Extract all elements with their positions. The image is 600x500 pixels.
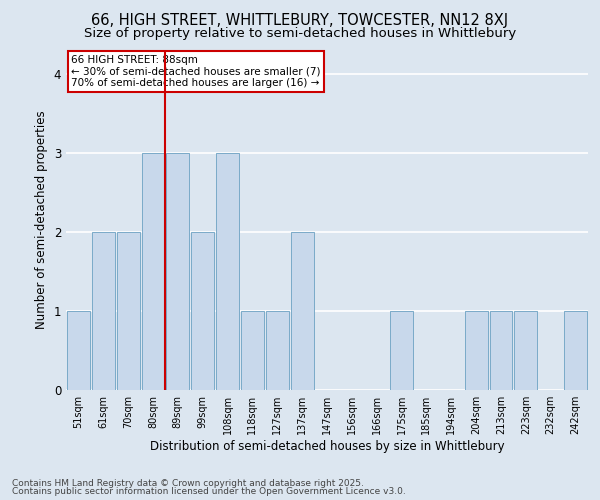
Bar	[390, 311, 413, 390]
Bar	[241, 311, 264, 390]
Y-axis label: Number of semi-detached properties: Number of semi-detached properties	[35, 110, 48, 330]
Bar	[465, 311, 488, 390]
X-axis label: Distribution of semi-detached houses by size in Whittlebury: Distribution of semi-detached houses by …	[149, 440, 505, 453]
Bar	[216, 153, 239, 390]
Text: Contains HM Land Registry data © Crown copyright and database right 2025.: Contains HM Land Registry data © Crown c…	[12, 478, 364, 488]
Bar	[564, 311, 587, 390]
Bar	[117, 232, 140, 390]
Bar	[291, 232, 314, 390]
Bar	[92, 232, 115, 390]
Bar	[142, 153, 164, 390]
Bar	[67, 311, 90, 390]
Text: Size of property relative to semi-detached houses in Whittlebury: Size of property relative to semi-detach…	[84, 28, 516, 40]
Text: 66, HIGH STREET, WHITTLEBURY, TOWCESTER, NN12 8XJ: 66, HIGH STREET, WHITTLEBURY, TOWCESTER,…	[91, 12, 509, 28]
Text: Contains public sector information licensed under the Open Government Licence v3: Contains public sector information licen…	[12, 487, 406, 496]
Bar	[191, 232, 214, 390]
Text: 66 HIGH STREET: 88sqm
← 30% of semi-detached houses are smaller (7)
70% of semi-: 66 HIGH STREET: 88sqm ← 30% of semi-deta…	[71, 55, 321, 88]
Bar	[514, 311, 537, 390]
Bar	[266, 311, 289, 390]
Bar	[490, 311, 512, 390]
Bar	[166, 153, 189, 390]
